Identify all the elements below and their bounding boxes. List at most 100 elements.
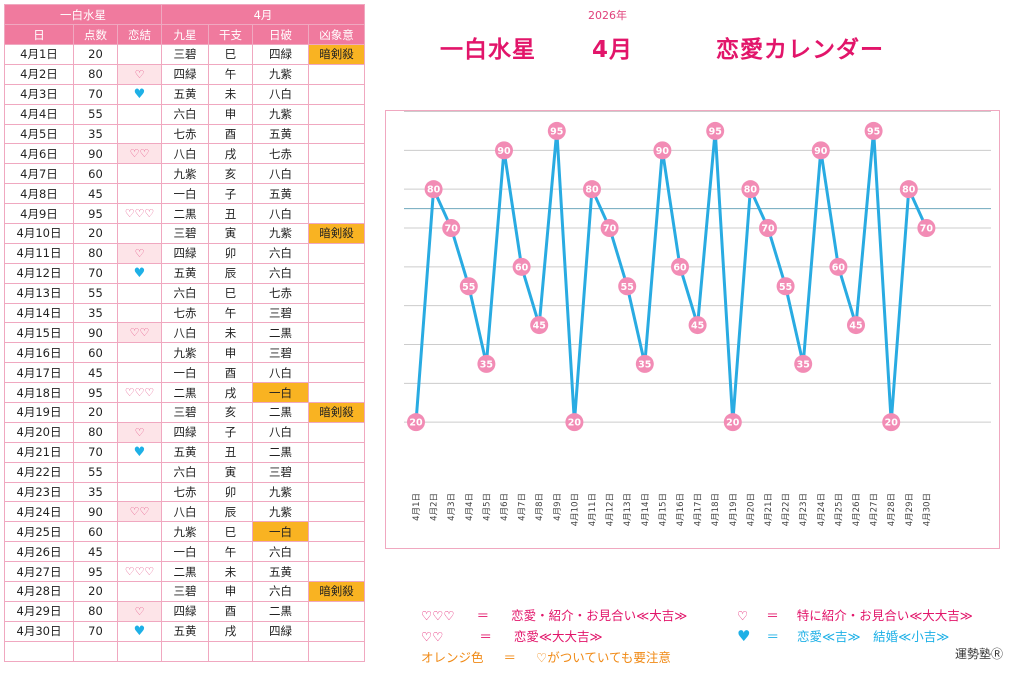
cell-empty [252,640,309,662]
cell-kyo [308,262,365,284]
data-label: 95 [867,126,880,137]
cell-kyusei: 九紫 [161,521,209,543]
cell-eto: 巳 [208,44,253,65]
legend-symbol: ♡♡ [421,629,444,644]
title-month: 4月 [592,37,634,63]
cell-day: 4月28日 [4,581,74,602]
cell-score: 95 [73,561,118,583]
title-star: 一白水星 [440,37,536,63]
data-label: 80 [744,185,758,196]
data-point [688,316,707,335]
data-point [530,316,549,335]
legend-eq: ＝ [766,629,779,644]
cell-kyo [308,421,365,443]
cell-kyo [308,143,365,165]
cell-eto: 申 [208,342,253,364]
cell-empty [308,640,365,662]
cell-kyusei: 九紫 [161,163,209,185]
x-tick-label: 4月20日 [746,493,756,526]
cell-eto: 酉 [208,362,253,384]
data-point [723,413,742,432]
cell-eto: 申 [208,581,253,602]
table-row: 4月17日 45 一白酉八白 [4,362,365,384]
x-tick-label: 4月9日 [553,493,563,521]
cell-kyusei: 二黒 [161,561,209,583]
table-row: 4月13日 55 六白巳七赤 [4,282,365,304]
cell-eto: 午 [208,302,253,324]
cell-day: 4月8日 [4,183,74,205]
cell-eto: 亥 [208,402,253,423]
table-row: 4月28日 20 三碧申六白 暗剣殺 [4,581,365,602]
data-label: 90 [814,146,828,157]
cell-mark: ♡♡ [117,143,162,165]
cell-kyo [308,441,365,463]
data-label: 95 [709,126,722,137]
x-tick-label: 4月22日 [782,493,792,526]
x-tick-label: 4月13日 [623,493,633,526]
data-point [671,257,689,276]
cell-mark: ♡ [117,63,162,85]
cell-hatsu: 二黒 [252,402,309,423]
col-header-score: 点数 [73,24,118,45]
x-tick-label: 4月6日 [500,493,510,521]
cell-score: 80 [73,63,118,85]
data-label: 55 [621,282,634,293]
cell-score: 20 [73,223,118,244]
cell-mark [117,521,162,543]
data-label: 80 [427,185,441,196]
cell-mark [117,44,162,65]
cell-kyusei: 一白 [161,541,209,563]
cell-day: 4月25日 [4,521,74,543]
cell-day: 4月27日 [4,561,74,583]
cell-score: 55 [73,282,118,304]
x-tick-label: 4月7日 [518,493,528,521]
cell-mark [117,481,162,503]
cell-eto: 寅 [208,461,253,483]
data-label: 45 [533,321,546,332]
cell-hatsu: 八白 [252,203,309,225]
cell-mark: ♡♡ [117,322,162,344]
cell-eto: 卯 [208,481,253,503]
cell-eto: 未 [208,83,253,105]
cell-kyo [308,521,365,543]
data-point [882,413,901,432]
cell-day: 4月15日 [4,322,74,344]
data-point [864,121,883,140]
cell-kyo [308,600,365,622]
cell-eto: 戌 [208,382,253,404]
legend-eq: ＝ [479,629,492,644]
cell-kyo [308,501,365,523]
data-point [653,141,672,160]
cell-kyusei: 五黄 [161,441,209,463]
cell-day: 4月17日 [4,362,74,384]
cell-hatsu: 四緑 [252,620,309,642]
data-point [600,219,619,237]
cell-hatsu: 八白 [252,421,309,443]
legend-row-1: ♡♡♡ ＝ 恋愛・紹介・お見合い≪大吉≫ [421,605,687,624]
cell-empty [161,640,209,662]
cell-mark [117,402,162,423]
cell-kyo [308,282,365,304]
cell-kyusei: 二黒 [161,382,209,404]
cell-score: 70 [73,620,118,642]
table-row: 4月5日 35 七赤酉五黄 [4,123,365,145]
cell-eto: 酉 [208,123,253,145]
cell-eto: 辰 [208,501,253,523]
cell-kyusei: 三碧 [161,44,209,65]
cell-kyo [308,163,365,185]
cell-empty [117,640,162,662]
cell-eto: 午 [208,63,253,85]
table-row: 4月10日 20 三碧寅九紫 暗剣殺 [4,223,365,244]
data-label: 20 [726,418,740,429]
x-tick-label: 4月1日 [412,493,422,521]
cell-day: 4月9日 [4,203,74,225]
data-label: 70 [761,224,775,235]
table-row: 4月27日 95 ♡♡♡ 二黒未五黄 [4,561,365,583]
cell-day: 4月7日 [4,163,74,185]
cell-mark: ♥ [117,83,162,105]
cell-score: 70 [73,83,118,105]
cell-kyusei: 六白 [161,461,209,483]
x-tick-label: 4月25日 [834,493,844,526]
cell-kyo [308,322,365,344]
cell-kyusei: 五黄 [161,262,209,284]
